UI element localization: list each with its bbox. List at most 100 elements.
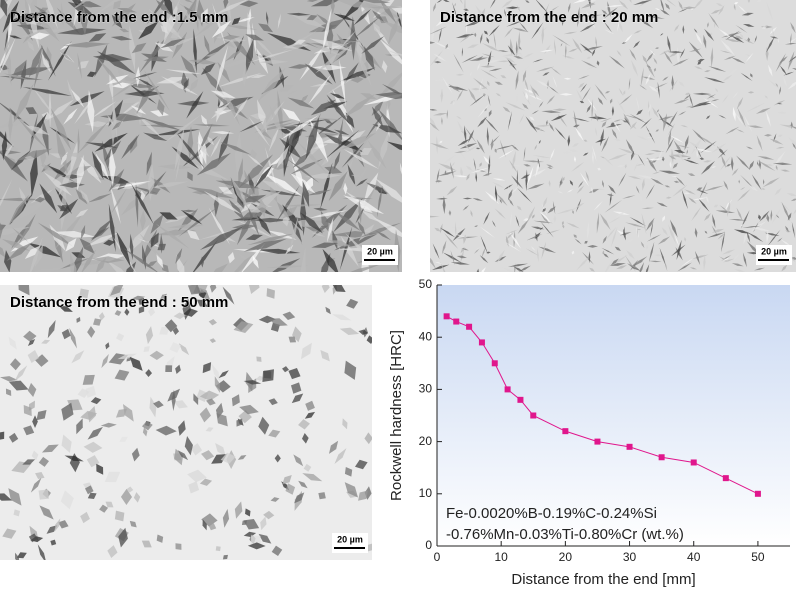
texture <box>721 255 732 261</box>
texture <box>518 46 522 51</box>
texture <box>288 336 297 343</box>
texture <box>115 408 128 418</box>
texture <box>301 433 309 444</box>
texture <box>14 365 28 382</box>
texture <box>198 123 213 153</box>
texture <box>180 209 198 213</box>
texture <box>222 554 228 560</box>
texture <box>505 102 526 111</box>
texture <box>373 22 381 35</box>
texture <box>644 153 655 155</box>
texture <box>499 139 506 158</box>
texture <box>106 74 129 85</box>
texture <box>126 486 134 493</box>
texture <box>500 75 507 79</box>
x-tick-label: 30 <box>623 550 637 564</box>
texture <box>342 418 348 430</box>
texture <box>460 166 463 178</box>
texture <box>788 137 796 146</box>
texture <box>704 230 708 234</box>
texture <box>766 229 769 244</box>
texture <box>532 66 537 80</box>
texture <box>566 222 580 229</box>
texture <box>367 5 402 9</box>
texture <box>576 255 591 271</box>
texture <box>110 36 133 41</box>
texture <box>776 102 783 105</box>
texture <box>602 252 609 258</box>
texture <box>759 210 770 222</box>
texture <box>721 32 742 38</box>
texture <box>150 109 169 117</box>
texture <box>375 178 402 203</box>
texture <box>121 134 140 160</box>
texture <box>189 78 199 92</box>
texture <box>704 28 715 42</box>
texture <box>522 103 529 110</box>
texture <box>482 172 493 177</box>
texture <box>175 131 206 169</box>
texture <box>512 27 529 32</box>
texture <box>175 543 182 550</box>
texture <box>436 198 448 200</box>
texture <box>756 160 759 167</box>
texture <box>450 262 470 265</box>
texture <box>534 26 548 38</box>
texture <box>3 73 28 80</box>
texture <box>783 71 795 76</box>
texture <box>517 31 521 53</box>
texture <box>462 197 473 200</box>
texture <box>437 171 457 177</box>
texture <box>279 204 324 207</box>
texture <box>80 156 102 184</box>
texture <box>623 228 626 241</box>
texture <box>474 179 479 181</box>
texture <box>139 210 146 231</box>
texture <box>464 20 484 27</box>
texture <box>255 375 265 381</box>
texture <box>453 53 464 73</box>
texture <box>695 32 703 45</box>
texture <box>697 60 702 65</box>
data-point <box>491 360 498 367</box>
texture <box>648 85 659 93</box>
texture <box>243 519 260 530</box>
texture <box>477 62 480 71</box>
texture <box>519 21 529 33</box>
texture <box>742 24 755 27</box>
texture <box>779 56 788 64</box>
texture <box>535 157 541 178</box>
texture <box>379 0 397 24</box>
texture <box>525 248 539 256</box>
texture <box>628 77 631 90</box>
texture <box>432 113 448 116</box>
texture <box>698 102 712 106</box>
texture <box>720 237 724 242</box>
texture <box>633 162 638 172</box>
texture <box>479 162 482 167</box>
texture <box>645 184 655 200</box>
texture <box>170 32 180 39</box>
texture <box>622 195 636 199</box>
texture <box>610 258 619 266</box>
texture <box>6 242 33 261</box>
texture <box>41 339 51 344</box>
data-point <box>478 339 485 346</box>
texture <box>178 343 190 356</box>
y-axis-label: Rockwell hardness [HRC] <box>388 330 405 501</box>
texture <box>10 358 21 371</box>
texture <box>581 14 604 17</box>
texture <box>15 552 20 560</box>
texture <box>743 230 748 245</box>
texture <box>645 61 655 78</box>
x-tick-label: 40 <box>687 550 701 564</box>
texture <box>209 338 217 343</box>
texture <box>52 158 73 183</box>
texture <box>117 181 128 191</box>
texture <box>777 237 783 243</box>
data-point <box>504 386 511 393</box>
texture <box>780 169 790 172</box>
texture <box>357 220 366 236</box>
texture <box>636 135 649 141</box>
texture <box>23 405 32 417</box>
